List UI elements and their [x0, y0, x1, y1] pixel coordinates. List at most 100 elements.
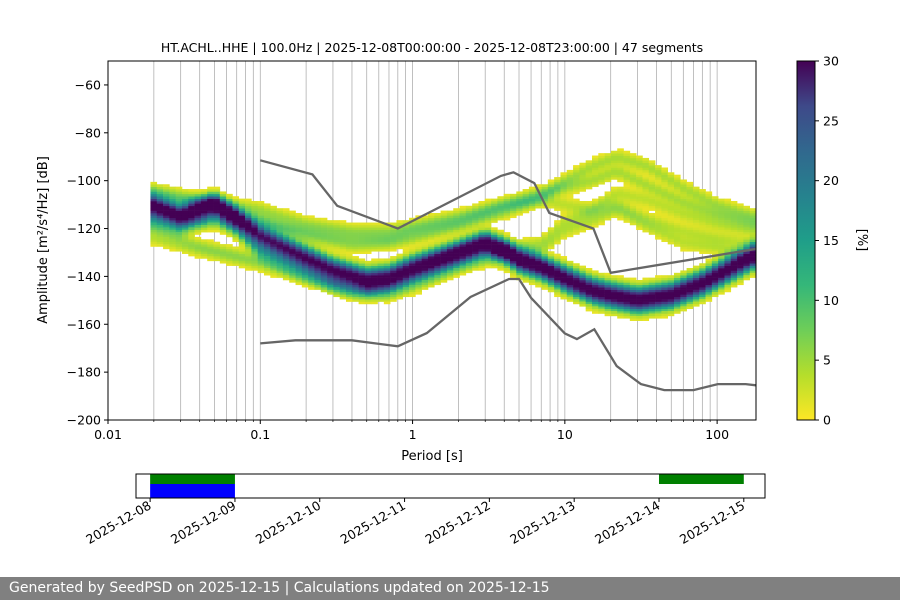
heatmap-cell — [705, 232, 713, 235]
heatmap-cell — [604, 210, 612, 214]
heatmap-cell — [655, 311, 662, 314]
heatmap-cell — [692, 277, 700, 281]
heatmap-cell — [598, 282, 605, 286]
heatmap-cell — [383, 301, 391, 305]
heatmap-cell — [295, 260, 303, 264]
heatmap-cell — [377, 232, 385, 235]
heatmap-cell — [617, 277, 624, 281]
heatmap-cell — [245, 215, 252, 219]
heatmap-cell — [314, 265, 322, 269]
heatmap-cell — [629, 174, 637, 178]
heatmap-cell — [446, 251, 454, 254]
heatmap-cell — [440, 253, 448, 257]
heatmap-cell — [585, 186, 593, 190]
heatmap-cell — [629, 222, 637, 226]
heatmap-cell — [598, 201, 605, 204]
heatmap-cell — [440, 224, 448, 228]
heatmap-cell — [699, 268, 706, 271]
heatmap-cell — [383, 232, 391, 235]
heatmap-cell — [491, 253, 498, 257]
heatmap-cell — [686, 201, 694, 204]
heatmap-cell — [604, 301, 612, 305]
heatmap-cell — [554, 282, 561, 286]
heatmap-cell — [541, 248, 549, 252]
heatmap-cell — [642, 203, 650, 207]
heatmap-cell — [655, 205, 662, 209]
heatmap-cell — [409, 275, 416, 278]
heatmap-cell — [598, 198, 605, 202]
heatmap-cell — [724, 258, 732, 262]
heatmap-cell — [200, 248, 208, 252]
heatmap-cell — [377, 258, 385, 262]
heatmap-cell — [263, 205, 271, 209]
heatmap-cell — [327, 229, 334, 233]
heatmap-cell — [730, 215, 738, 219]
heatmap-cell — [150, 229, 158, 233]
heatmap-cell — [156, 244, 164, 247]
heatmap-cell — [358, 236, 366, 240]
heatmap-cell — [497, 253, 504, 257]
heatmap-cell — [289, 275, 296, 278]
heatmap-cell — [289, 244, 296, 247]
heatmap-cell — [655, 232, 662, 235]
heatmap-cell — [566, 268, 574, 271]
heatmap-cell — [169, 248, 176, 252]
heatmap-cell — [585, 279, 593, 283]
heatmap-cell — [150, 198, 158, 202]
heatmap-cell — [402, 236, 410, 240]
heatmap-cell — [705, 239, 713, 242]
heatmap-cell — [655, 210, 662, 214]
heatmap-cell — [289, 270, 296, 274]
heatmap-cell — [560, 265, 568, 269]
heatmap-cell — [339, 251, 347, 254]
heatmap-cell — [289, 234, 296, 238]
heatmap-cell — [705, 248, 713, 252]
heatmap-cell — [554, 234, 561, 238]
heatmap-cell — [371, 241, 378, 245]
heatmap-cell — [226, 208, 233, 211]
heatmap-cell — [226, 210, 233, 214]
heatmap-cell — [163, 232, 170, 235]
heatmap-cell — [478, 241, 486, 245]
heatmap-cell — [339, 253, 347, 257]
heatmap-cell — [465, 212, 473, 216]
heatmap-cell — [409, 270, 416, 274]
heatmap-cell — [200, 239, 208, 242]
heatmap-cell — [503, 198, 511, 202]
heatmap-cell — [579, 203, 586, 207]
y-tick-label: −160 — [67, 317, 101, 332]
heatmap-cell — [320, 239, 328, 242]
heatmap-cell — [169, 220, 176, 223]
heatmap-cell — [181, 244, 189, 247]
heatmap-cell — [472, 227, 479, 231]
heatmap-cell — [667, 220, 675, 223]
heatmap-cell — [427, 270, 435, 274]
heatmap-cell — [617, 313, 624, 317]
heatmap-cell — [648, 205, 656, 209]
heatmap-cell — [245, 205, 252, 209]
heatmap-cell — [573, 184, 580, 187]
heatmap-cell — [661, 172, 668, 175]
heatmap-cell — [453, 212, 460, 216]
heatmap-cell — [503, 205, 511, 209]
heatmap-cell — [345, 236, 353, 240]
heatmap-cell — [333, 270, 340, 274]
heatmap-cell — [673, 284, 681, 288]
heatmap-cell — [730, 208, 738, 211]
heatmap-cell — [156, 201, 164, 204]
heatmap-cell — [711, 212, 719, 216]
heatmap-cell — [301, 229, 309, 233]
heatmap-cell — [295, 268, 303, 271]
heatmap-cell — [724, 272, 732, 276]
heatmap-cell — [339, 284, 347, 288]
heatmap-cell — [156, 208, 164, 211]
heatmap-cell — [642, 313, 650, 317]
heatmap-cell — [648, 181, 656, 185]
heatmap-cell — [289, 246, 296, 250]
heatmap-cell — [238, 232, 246, 235]
heatmap-cell — [591, 162, 599, 166]
heatmap-cell — [560, 294, 568, 298]
heatmap-cell — [699, 263, 706, 266]
heatmap-cell — [226, 196, 233, 199]
